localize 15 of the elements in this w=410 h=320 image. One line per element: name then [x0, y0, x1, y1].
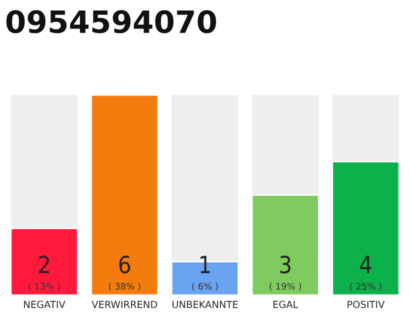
data-label: 2 [39, 256, 49, 274]
x-tick-label: VERWIRREND [92, 300, 158, 308]
annotation: ( 13% ) [28, 282, 60, 291]
x-tick-label: UNBEKANNTE [172, 300, 238, 308]
annotation: ( 25% ) [350, 282, 382, 291]
data-label: 6 [119, 256, 130, 274]
data-label: 3 [280, 256, 290, 274]
data-label: 4 [360, 256, 372, 274]
annotation: ( 19% ) [270, 282, 302, 291]
x-tick-label: NEGATIV [24, 300, 66, 308]
annotation: ( 38% ) [108, 282, 140, 291]
x-tick-label: POSITIV [348, 300, 385, 308]
x-tick-label: EGAL [273, 300, 298, 308]
chart-title: 0954594070 [6, 10, 216, 34]
annotation: ( 6% ) [192, 282, 218, 291]
